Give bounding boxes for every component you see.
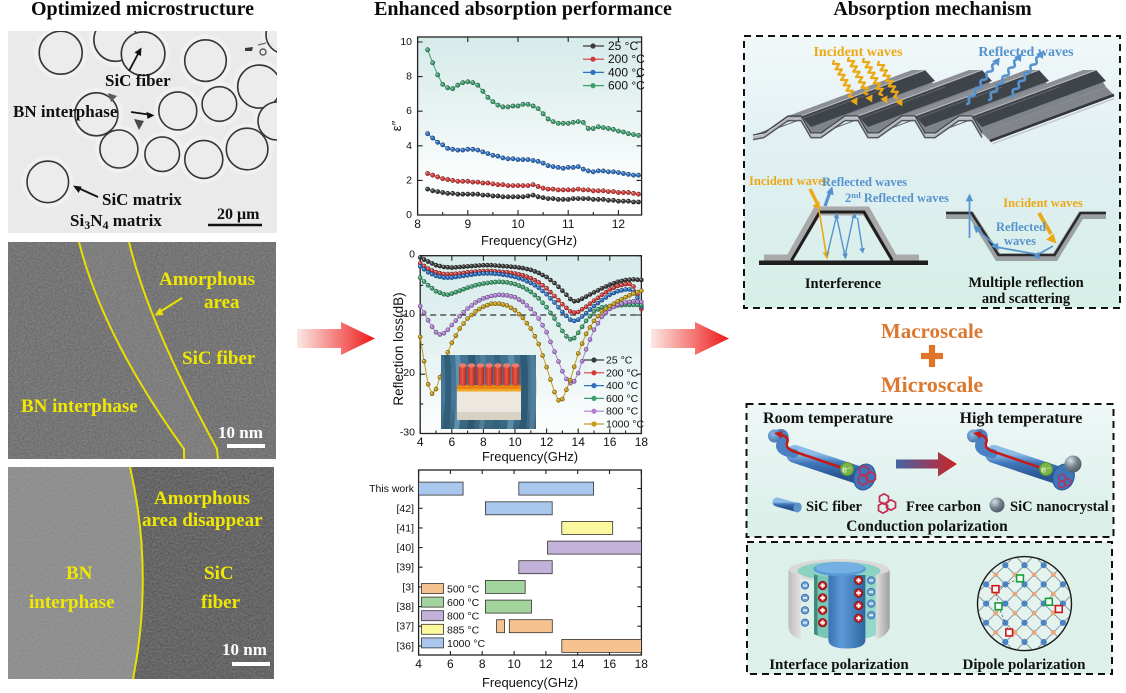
svg-text:16: 16 [603,657,617,671]
svg-text:SiC: SiC [204,563,234,584]
svg-text:BN: BN [66,563,93,584]
svg-text:Interface polarization: Interface polarization [769,657,909,673]
svg-text:Frequency(GHz): Frequency(GHz) [482,675,578,690]
svg-text:-30: -30 [400,427,415,439]
svg-text:Reflected waves: Reflected waves [978,45,1074,60]
svg-text:Dipole polarization: Dipole polarization [963,657,1087,673]
svg-text:area: area [204,292,240,313]
svg-text:SiC fiber: SiC fiber [806,499,863,515]
svg-text:400 °C: 400 °C [608,65,645,79]
svg-text:Incident waves: Incident waves [1003,196,1083,210]
svg-text:8: 8 [414,217,421,231]
svg-text:[38]: [38] [396,601,414,613]
svg-text:800 °C: 800 °C [447,611,480,623]
svg-text:1000 °C: 1000 °C [606,419,644,431]
svg-text:18: 18 [635,657,649,671]
svg-text:12: 12 [612,217,626,231]
svg-text:Room temperature: Room temperature [763,410,893,427]
svg-text:area disappear: area disappear [142,510,263,531]
svg-text:8: 8 [406,71,412,83]
svg-text:Reflection loss(dB): Reflection loss(dB) [391,292,406,405]
svg-text:8: 8 [480,435,487,449]
svg-text:Amorphous: Amorphous [154,488,250,509]
svg-text:[41]: [41] [396,522,414,534]
svg-text:16: 16 [603,435,617,449]
svg-text:Frequency(GHz): Frequency(GHz) [482,449,578,464]
svg-text:10 nm: 10 nm [222,640,267,659]
svg-text:4: 4 [406,140,412,152]
svg-text:and scattering: and scattering [982,291,1071,307]
svg-text:25 °C: 25 °C [608,39,638,53]
svg-text:[39]: [39] [396,562,414,574]
svg-text:[36]: [36] [396,640,414,652]
svg-text:BN interphase: BN interphase [21,396,138,417]
svg-text:Frequency(GHz): Frequency(GHz) [481,233,577,248]
svg-text:2nd Reflected waves: 2nd Reflected waves [845,190,949,205]
svg-text:12: 12 [539,657,553,671]
svg-text:9: 9 [464,217,471,231]
svg-text:400 °C: 400 °C [606,380,639,392]
svg-text:12: 12 [540,435,554,449]
svg-text:14: 14 [571,657,585,671]
svg-text:SiC nanocrystal: SiC nanocrystal [1010,499,1109,515]
svg-text:interphase: interphase [29,592,115,613]
svg-text:e⁻: e⁻ [842,465,852,475]
svg-text:waves: waves [1004,234,1036,248]
svg-text:Reflected waves: Reflected waves [822,175,907,189]
svg-text:[40]: [40] [396,542,414,554]
svg-text:14: 14 [572,435,586,449]
svg-text:[42]: [42] [396,503,414,515]
svg-text:Interference: Interference [805,276,882,292]
svg-text:Amorphous: Amorphous [159,269,255,290]
svg-text:SiC fiber: SiC fiber [105,71,171,90]
svg-text:500 °C: 500 °C [447,584,480,596]
svg-text:SiC fiber: SiC fiber [182,348,256,369]
svg-text:800 °C: 800 °C [606,406,639,418]
svg-text:10: 10 [508,435,522,449]
svg-text:18: 18 [635,435,649,449]
svg-text:6: 6 [406,105,412,117]
svg-text:200 °C: 200 °C [606,367,639,379]
svg-text:600 °C: 600 °C [608,79,645,93]
svg-text:1000 °C: 1000 °C [447,638,485,650]
svg-text:10: 10 [400,36,412,48]
svg-text:6: 6 [448,435,455,449]
svg-text:0: 0 [409,249,415,261]
svg-text:e⁻: e⁻ [1041,465,1051,475]
svg-text:[3]: [3] [402,581,414,593]
svg-text:200 °C: 200 °C [608,52,645,66]
svg-text:[37]: [37] [396,621,414,633]
svg-text:Incident waves: Incident waves [749,174,829,188]
svg-text:High temperature: High temperature [960,410,1083,427]
svg-text:Si3N4 matrix: Si3N4 matrix [70,211,162,232]
svg-text:This work: This work [369,483,415,495]
svg-text:-10: -10 [400,308,415,320]
svg-text:600 °C: 600 °C [447,597,480,609]
svg-text:Incident waves: Incident waves [813,45,903,60]
svg-text:2: 2 [406,174,412,186]
svg-text:11: 11 [562,217,575,231]
svg-text:20 μm: 20 μm [217,206,260,223]
svg-text:885 °C: 885 °C [447,624,480,636]
svg-text:10: 10 [511,217,525,231]
svg-text:-20: -20 [400,367,415,379]
svg-text:fiber: fiber [201,592,241,613]
svg-text:25 °C: 25 °C [606,355,633,367]
svg-text:BN interphase: BN interphase [13,102,118,121]
svg-text:4: 4 [417,435,424,449]
svg-text:10 nm: 10 nm [218,423,263,442]
svg-text:Reflected: Reflected [996,220,1046,234]
svg-text:10: 10 [507,657,521,671]
svg-text:Conduction polarization: Conduction polarization [846,518,1008,535]
svg-text:ε″: ε″ [389,120,404,131]
svg-text:Free carbon: Free carbon [906,499,981,515]
svg-text:4: 4 [415,657,422,671]
svg-text:600 °C: 600 °C [606,393,639,405]
svg-text:8: 8 [479,657,486,671]
svg-text:6: 6 [447,657,454,671]
svg-text:SiC matrix: SiC matrix [102,190,182,209]
svg-text:Multiple reflection: Multiple reflection [968,275,1083,291]
svg-text:0: 0 [406,209,412,221]
